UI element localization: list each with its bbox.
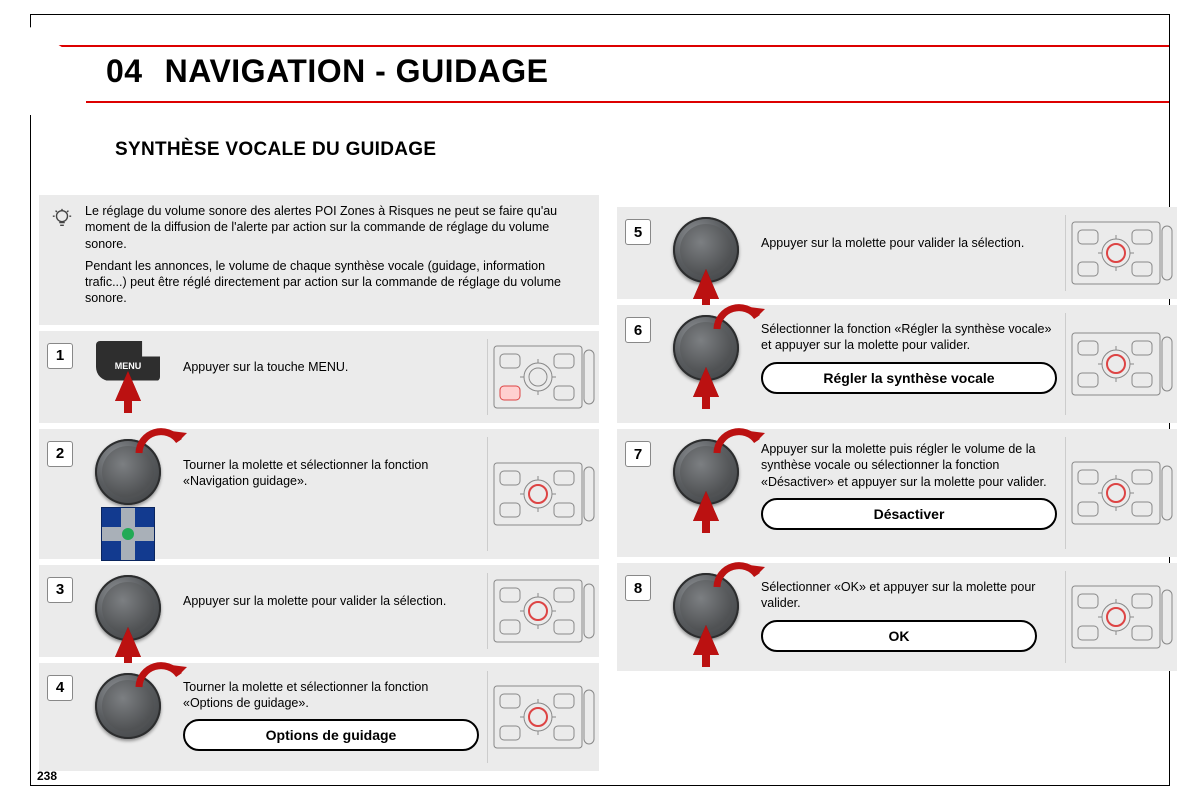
- step-icon: [73, 671, 183, 739]
- intro-p2: Pendant les annonces, le volume de chaqu…: [85, 258, 589, 307]
- step-3: 3 Appuyer sur la molette pour valider la…: [39, 565, 599, 657]
- step-number: 1: [47, 343, 73, 369]
- step-text: Tourner la molette et sélectionner la fo…: [183, 437, 487, 496]
- knob-rotate-graphic: [95, 673, 161, 739]
- page-title: 04 NAVIGATION - GUIDAGE: [106, 53, 549, 90]
- control-panel-icon: [1070, 456, 1174, 530]
- panel-thumbnail: [487, 671, 599, 763]
- section-number: 04: [106, 53, 143, 89]
- control-panel-icon: [492, 457, 596, 531]
- step-number: 6: [625, 317, 651, 343]
- step-text: Appuyer sur la molette pour valider la s…: [761, 215, 1065, 257]
- control-panel-icon: [492, 574, 596, 648]
- step-1: 1 MENU Appuyer sur la touche MENU.: [39, 331, 599, 423]
- step-7: 7 Appuyer sur la molette puis régler le …: [617, 429, 1177, 557]
- step-8: 8 Sélectionner «OK» et appuyer sur la mo…: [617, 563, 1177, 671]
- step-number: 5: [625, 219, 651, 245]
- step-text: Tourner la molette et sélectionner la fo…: [183, 679, 479, 712]
- panel-thumbnail: [1065, 313, 1177, 415]
- step-4: 4 Tourner la molette et sélectionner la …: [39, 663, 599, 771]
- left-column: Le réglage du volume sonore des alertes …: [39, 195, 599, 777]
- control-panel-icon: [1070, 216, 1174, 290]
- control-panel-icon: [1070, 580, 1174, 654]
- intro-box: Le réglage du volume sonore des alertes …: [39, 195, 599, 325]
- press-arrow-icon: [693, 491, 719, 521]
- step-icon: [73, 573, 183, 641]
- press-arrow-icon: [115, 371, 141, 401]
- step-number: 3: [47, 577, 73, 603]
- control-panel-icon: [1070, 327, 1174, 401]
- rotate-arrow-icon: [711, 561, 765, 597]
- subtitle: SYNTHÈSE VOCALE DU GUIDAGE: [115, 139, 436, 161]
- step-number: 8: [625, 575, 651, 601]
- knob-press-graphic: [673, 217, 739, 283]
- step-text: Appuyer sur la molette pour valider la s…: [183, 573, 487, 615]
- rotate-arrow-icon: [133, 427, 187, 463]
- step-icon: MENU: [73, 339, 183, 381]
- option-pill: Régler la synthèse vocale: [761, 362, 1057, 394]
- step-icon: [73, 437, 183, 505]
- menu-key-label: MENU: [115, 351, 142, 371]
- intro-text: Le réglage du volume sonore des alertes …: [85, 203, 589, 313]
- step-number: 7: [625, 441, 651, 467]
- option-pill: OK: [761, 620, 1037, 652]
- menu-key-graphic: MENU: [96, 341, 160, 381]
- option-pill: Options de guidage: [183, 719, 479, 751]
- step-text-block: Sélectionner «OK» et appuyer sur la mole…: [761, 571, 1065, 658]
- nav-cross-icon: [101, 507, 155, 561]
- page-number: 238: [37, 769, 57, 783]
- step-icon: [651, 571, 761, 639]
- panel-thumbnail: [1065, 437, 1177, 549]
- press-arrow-icon: [693, 269, 719, 299]
- step-icon: [651, 313, 761, 381]
- knob-rotate-press-graphic: [673, 315, 739, 381]
- rotate-arrow-icon: [133, 661, 187, 697]
- header-band: 04 NAVIGATION - GUIDAGE: [31, 45, 1169, 103]
- panel-thumbnail: [487, 437, 599, 551]
- press-arrow-icon: [693, 367, 719, 397]
- step-text: Sélectionner la fonction «Régler la synt…: [761, 321, 1057, 354]
- press-arrow-icon: [693, 625, 719, 655]
- step-text: Appuyer sur la molette puis régler le vo…: [761, 441, 1057, 490]
- right-column: 5 Appuyer sur la molette pour valider la…: [617, 207, 1177, 677]
- knob-rotate-press-graphic: [673, 439, 739, 505]
- step-2: 2 Tourner la molette et sélectionner la …: [39, 429, 599, 559]
- panel-thumbnail: [1065, 571, 1177, 663]
- step-icon: [651, 437, 761, 505]
- panel-thumbnail: [487, 339, 599, 415]
- option-pill: Désactiver: [761, 498, 1057, 530]
- step-icon: [651, 215, 761, 283]
- step-text: Sélectionner «OK» et appuyer sur la mole…: [761, 579, 1057, 612]
- step-number: 2: [47, 441, 73, 467]
- knob-press-graphic: [95, 575, 161, 641]
- rotate-arrow-icon: [711, 303, 765, 339]
- section-title: NAVIGATION - GUIDAGE: [165, 53, 549, 89]
- step-5: 5 Appuyer sur la molette pour valider la…: [617, 207, 1177, 299]
- step-text-block: Sélectionner la fonction «Régler la synt…: [761, 313, 1065, 400]
- intro-p1: Le réglage du volume sonore des alertes …: [85, 203, 589, 252]
- step-number: 4: [47, 675, 73, 701]
- panel-thumbnail: [1065, 215, 1177, 291]
- bulb-icon: [49, 205, 75, 231]
- step-text-block: Tourner la molette et sélectionner la fo…: [183, 671, 487, 758]
- press-arrow-icon: [115, 627, 141, 657]
- knob-rotate-press-graphic: [673, 573, 739, 639]
- panel-thumbnail: [487, 573, 599, 649]
- rotate-arrow-icon: [711, 427, 765, 463]
- header-tab-decoration: [30, 27, 86, 115]
- step-text: Appuyer sur la touche MENU.: [183, 339, 487, 381]
- control-panel-icon: [492, 340, 596, 414]
- control-panel-icon: [492, 680, 596, 754]
- step-text-block: Appuyer sur la molette puis régler le vo…: [761, 437, 1065, 536]
- knob-rotate-graphic: [95, 439, 161, 505]
- page: 04 NAVIGATION - GUIDAGE SYNTHÈSE VOCALE D…: [30, 14, 1170, 786]
- step-6: 6 Sélectionner la fonction «Régler la sy…: [617, 305, 1177, 423]
